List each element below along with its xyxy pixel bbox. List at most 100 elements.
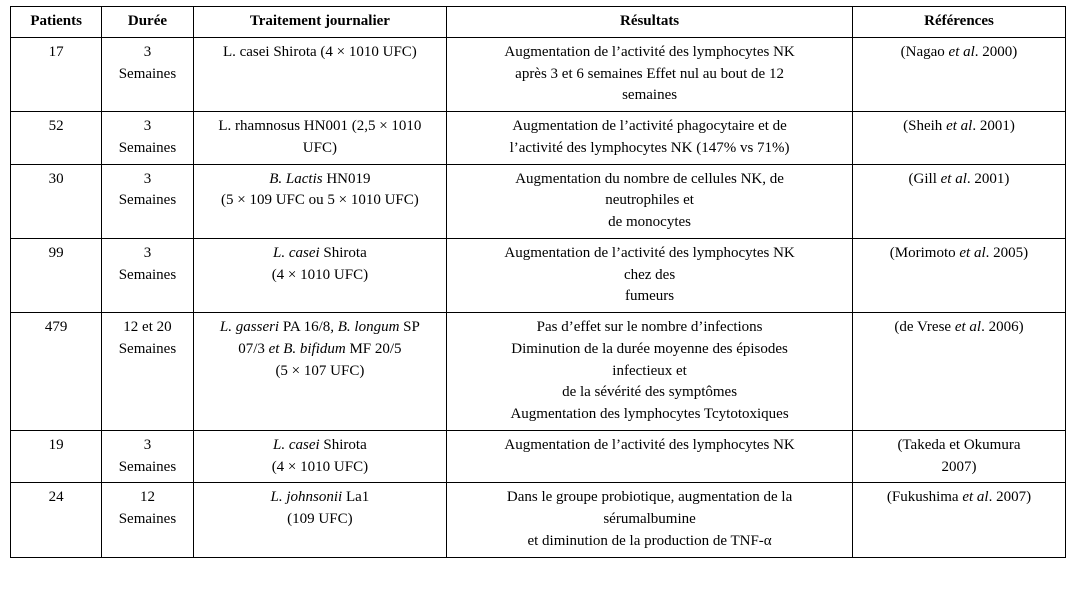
cell-ref: (Sheih et al. 2001) [852, 112, 1065, 165]
cell-line: Dans le groupe probiotique, augmentation… [453, 487, 846, 509]
col-header-ref: Références [852, 7, 1065, 38]
cell-line: Pas d’effet sur le nombre d’infections [453, 317, 846, 339]
cell-line: (Morimoto et al. 2005) [859, 243, 1059, 265]
cell-patients: 479 [11, 313, 102, 431]
cell-ref: (Gill et al. 2001) [852, 164, 1065, 238]
cell-line: sérumalbumine [453, 509, 846, 531]
cell-line: L. rhamnosus HN001 (2,5 × 1010 [200, 116, 441, 138]
cell-duree: 3Semaines [102, 164, 193, 238]
cell-line: 3 [108, 243, 186, 265]
cell-line: 07/3 et B. bifidum MF 20/5 [200, 339, 441, 361]
cell-trait: B. Lactis HN019(5 × 109 UFC ou 5 × 1010 … [193, 164, 447, 238]
cell-patients: 19 [11, 430, 102, 483]
cell-line: 479 [17, 317, 95, 339]
cell-patients: 30 [11, 164, 102, 238]
cell-line: infectieux et [453, 361, 846, 383]
cell-line: Semaines [108, 339, 186, 361]
cell-line: (109 UFC) [200, 509, 441, 531]
cell-line: de monocytes [453, 212, 846, 234]
cell-line: Augmentation des lymphocytes Tcytotoxiqu… [453, 404, 846, 426]
cell-line: Semaines [108, 190, 186, 212]
cell-line: Augmentation du nombre de cellules NK, d… [453, 169, 846, 191]
cell-result: Dans le groupe probiotique, augmentation… [447, 483, 853, 557]
cell-trait: L. rhamnosus HN001 (2,5 × 1010UFC) [193, 112, 447, 165]
cell-line: (Gill et al. 2001) [859, 169, 1059, 191]
cell-patients: 52 [11, 112, 102, 165]
cell-patients: 17 [11, 37, 102, 111]
cell-line: (4 × 1010 UFC) [200, 265, 441, 287]
cell-duree: 3Semaines [102, 37, 193, 111]
col-header-duree: Durée [102, 7, 193, 38]
cell-line: Semaines [108, 265, 186, 287]
cell-line: et diminution de la production de TNF-α [453, 531, 846, 553]
cell-line: semaines [453, 85, 846, 107]
cell-line: 19 [17, 435, 95, 457]
cell-line: L. casei Shirota [200, 243, 441, 265]
cell-line: L. casei Shirota [200, 435, 441, 457]
cell-duree: 12 et 20Semaines [102, 313, 193, 431]
cell-line: neutrophiles et [453, 190, 846, 212]
cell-line: Diminution de la durée moyenne des épiso… [453, 339, 846, 361]
cell-line: (Nagao et al. 2000) [859, 42, 1059, 64]
cell-line: Augmentation de l’activité des lymphocyt… [453, 243, 846, 265]
cell-ref: (Takeda et Okumura2007) [852, 430, 1065, 483]
cell-line: (Takeda et Okumura [859, 435, 1059, 457]
cell-duree: 3Semaines [102, 112, 193, 165]
cell-line: de la sévérité des symptômes [453, 382, 846, 404]
cell-line: (de Vrese et al. 2006) [859, 317, 1059, 339]
cell-line: 12 et 20 [108, 317, 186, 339]
cell-line: Semaines [108, 138, 186, 160]
cell-line: 12 [108, 487, 186, 509]
cell-result: Augmentation de l’activité des lymphocyt… [447, 238, 853, 312]
cell-line: UFC) [200, 138, 441, 160]
cell-line: 3 [108, 169, 186, 191]
table-row: 24 12SemainesL. johnsonii La1(109 UFC) Dan… [11, 483, 1066, 557]
cell-result: Augmentation de l’activité phagocytaire … [447, 112, 853, 165]
cell-line: B. Lactis HN019 [200, 169, 441, 191]
cell-line: chez des [453, 265, 846, 287]
cell-line: (Sheih et al. 2001) [859, 116, 1059, 138]
cell-line: 3 [108, 42, 186, 64]
cell-line: 3 [108, 116, 186, 138]
cell-line: 2007) [859, 457, 1059, 479]
cell-trait: L. casei Shirota (4 × 1010 UFC) [193, 37, 447, 111]
cell-line: (5 × 109 UFC ou 5 × 1010 UFC) [200, 190, 441, 212]
cell-ref: (Nagao et al. 2000) [852, 37, 1065, 111]
cell-line: Augmentation de l’activité phagocytaire … [453, 116, 846, 138]
cell-line: (5 × 107 UFC) [200, 361, 441, 383]
table-row: 99 3Semaines L. casei Shirota(4 × 1010 UFC… [11, 238, 1066, 312]
cell-line: 24 [17, 487, 95, 509]
cell-result: Pas d’effet sur le nombre d’infectionsDi… [447, 313, 853, 431]
cell-line: 99 [17, 243, 95, 265]
cell-line: Augmentation de l’activité des lymphocyt… [453, 42, 846, 64]
col-header-trait: Traitement journalier [193, 7, 447, 38]
table-body: 173SemainesL. casei Shirota (4 × 1010 UF… [11, 37, 1066, 557]
cell-line: Semaines [108, 457, 186, 479]
cell-line: 17 [17, 42, 95, 64]
cell-trait: L. gasseri PA 16/8, B. longum SP07/3 et … [193, 313, 447, 431]
col-header-patients: Patients [11, 7, 102, 38]
cell-line: Augmentation de l’activité des lymphocyt… [453, 435, 846, 457]
cell-trait: L. johnsonii La1(109 UFC) [193, 483, 447, 557]
studies-table: Patients Durée Traitement journalier Rés… [10, 6, 1066, 558]
cell-line: (4 × 1010 UFC) [200, 457, 441, 479]
table-row: 17 3Semaines L. casei Shirota (4 × 1010 UF… [11, 37, 1066, 111]
cell-line: L. casei Shirota (4 × 1010 UFC) [200, 42, 441, 64]
cell-line: (Fukushima et al. 2007) [859, 487, 1059, 509]
col-header-result: Résultats [447, 7, 853, 38]
cell-line: 52 [17, 116, 95, 138]
cell-result: Augmentation de l’activité des lymphocyt… [447, 37, 853, 111]
cell-trait: L. casei Shirota(4 × 1010 UFC) [193, 430, 447, 483]
cell-ref: (de Vrese et al. 2006) [852, 313, 1065, 431]
cell-duree: 12Semaines [102, 483, 193, 557]
cell-patients: 24 [11, 483, 102, 557]
cell-line: L. gasseri PA 16/8, B. longum SP [200, 317, 441, 339]
table-row: 523SemainesL. rhamnosus HN001 (2,5 × 101… [11, 112, 1066, 165]
cell-line: 3 [108, 435, 186, 457]
table-row: 193SemainesL. casei Shirota(4 × 1010 UFC… [11, 430, 1066, 483]
table-header-row: Patients Durée Traitement journalier Rés… [11, 7, 1066, 38]
cell-duree: 3Semaines [102, 238, 193, 312]
cell-patients: 99 [11, 238, 102, 312]
cell-ref: (Morimoto et al. 2005) [852, 238, 1065, 312]
cell-duree: 3Semaines [102, 430, 193, 483]
